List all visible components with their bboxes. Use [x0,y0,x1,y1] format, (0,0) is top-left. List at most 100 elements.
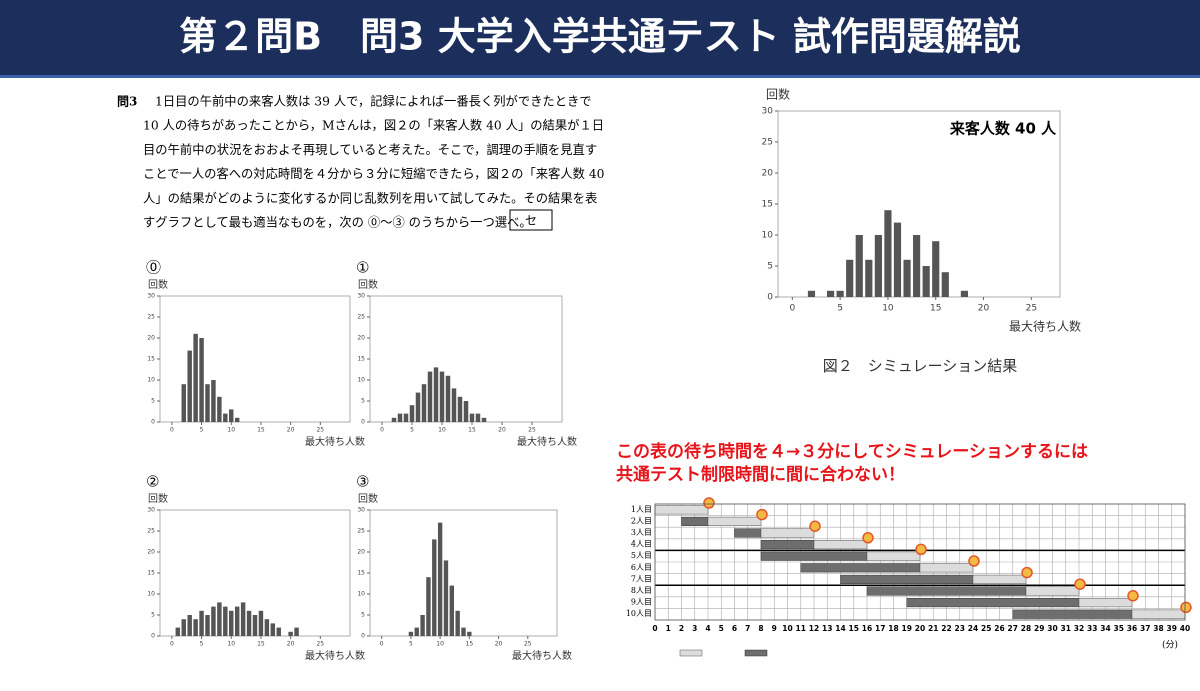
bar [941,272,949,297]
question-line: ことで一人の客への対応時間を４分から３分に短縮できたら，図２の「来客人数 40 [143,166,605,181]
crepe-icon [862,532,874,544]
bar [463,401,469,422]
x-tick-label: 31 [1061,624,1071,633]
row-label: 10人目 [626,609,652,618]
y-tick-label: 30 [762,107,774,117]
bar [175,627,181,636]
bar [211,606,216,636]
crepe-icon [1127,590,1139,602]
bar [229,610,234,636]
bar [199,338,204,422]
bar [893,222,902,297]
option-marker: ② [146,473,159,491]
bar [826,290,835,297]
y-tick-label: 0 [361,419,365,426]
y-tick-label: 0 [767,293,773,303]
x-tick-label: 20 [978,304,990,314]
bar [846,259,854,297]
bar [205,384,210,422]
y-tick-label: 30 [147,293,155,300]
bar [217,602,222,636]
bar [481,417,487,422]
bar [409,405,415,422]
bar [461,627,466,636]
x-tick-label: 13 [822,624,832,633]
row-label: 7人目 [631,574,652,583]
x-tick-label: 15 [466,641,474,648]
bar [397,413,403,422]
x-tick-label: 27 [1008,624,1018,633]
bar [449,585,455,636]
crepe-icon [968,555,980,567]
bar [270,623,276,636]
x-tick-label: 4 [705,624,710,633]
option-marker: ⓪ [146,259,161,277]
y-tick-label: 25 [357,314,365,321]
bar [960,290,968,297]
header-bar [0,0,1200,75]
x-tick-label: 15 [930,304,941,314]
bar [932,241,940,297]
answer-box [509,209,553,231]
y-tick-label: 20 [147,335,155,342]
x-tick-label: 5 [200,427,204,434]
x-tick-label: 2 [679,624,684,633]
question-line: 人」の結果がどのように変化するか同じ乱数列を用いて試してみた。その結果を表 [143,190,597,205]
x-tick-label: 23 [955,624,965,633]
bar [427,371,433,422]
y-axis-label: 回数 [358,492,378,505]
x-tick-label: 5 [200,641,204,648]
crepe-icon [809,520,821,532]
y-tick-label: 5 [151,612,155,619]
x-tick-label: 10 [882,304,894,314]
x-tick-label: 12 [809,624,819,633]
bar [181,619,186,636]
y-tick-label: 10 [762,231,774,241]
x-axis-label: 最大待ち人数 [305,649,365,662]
x-tick-label: 14 [835,624,845,633]
bar [193,333,198,422]
bar [443,560,449,636]
schedule-frame [654,503,1186,621]
crepe-icon [915,543,927,556]
y-tick-label: 25 [762,138,773,148]
x-tick-label: 25 [316,427,324,434]
x-tick-label: 10 [227,427,235,434]
bar [467,631,472,636]
x-tick-label: 21 [928,624,938,633]
serve-bar [1131,609,1186,619]
wait-bar [866,586,1027,596]
bar [234,417,240,422]
bar [451,388,457,422]
x-tick-label: 19 [902,624,912,633]
y-tick-label: 15 [147,356,155,363]
x-tick-label: 5 [410,427,414,434]
bar [234,606,240,636]
y-tick-label: 15 [762,200,773,210]
y-tick-label: 10 [147,591,155,598]
bar [246,610,252,636]
bar [836,290,844,297]
x-axis-label: 最大待ち人数 [1009,319,1081,334]
bar [187,615,192,636]
x-tick-label: 37 [1140,624,1150,633]
bar [457,396,463,422]
x-axis-label: 最大待ち人数 [512,649,572,662]
serve-bar [760,528,815,538]
bar [884,210,892,297]
wait-bar [906,598,1080,608]
y-tick-label: 20 [762,169,774,179]
x-tick-label: 15 [849,624,859,633]
x-tick-label: 20 [498,427,506,434]
answer-label: セ [525,214,537,228]
wait-bar [760,551,868,561]
bar [865,259,873,297]
y-tick-label: 25 [357,528,365,535]
x-tick-label: 5 [719,624,724,633]
x-tick-label: 32 [1074,624,1084,633]
x-tick-label: 0 [789,304,795,314]
crepe-icon [1021,566,1033,579]
x-tick-label: 20 [287,641,295,648]
bar [258,610,264,636]
bar [439,371,445,422]
